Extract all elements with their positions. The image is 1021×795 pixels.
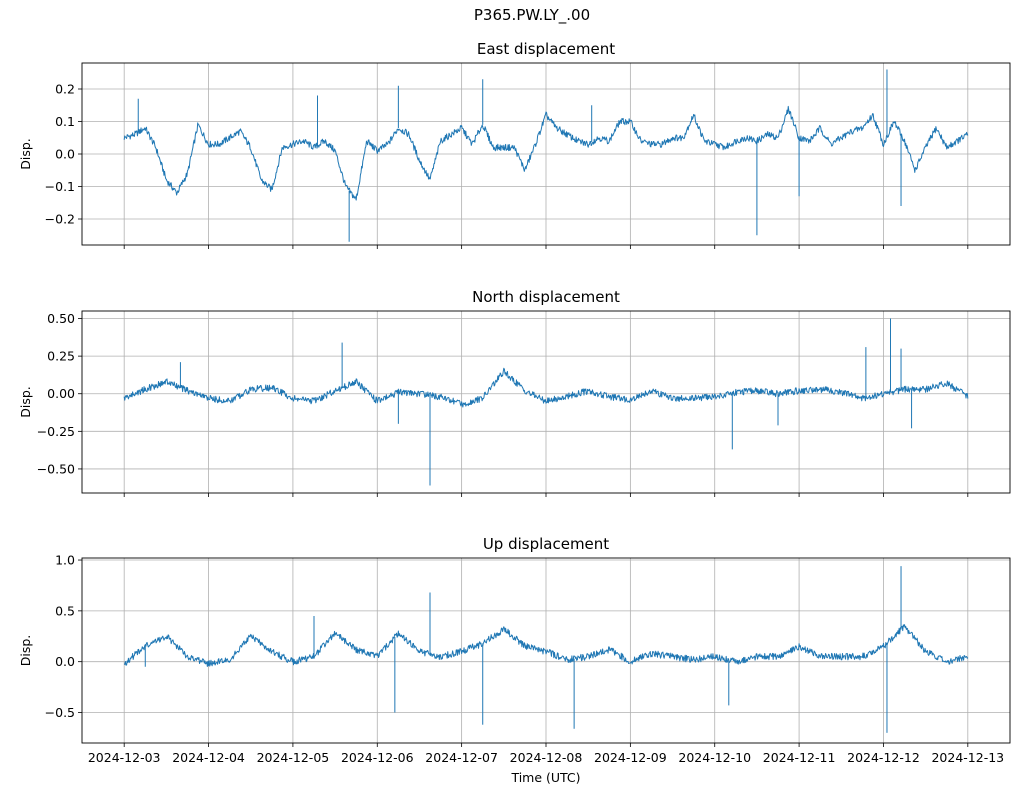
x-tick-label: 2024-12-04 bbox=[172, 750, 245, 765]
panel-up-trace bbox=[124, 624, 969, 667]
panel-north-frame bbox=[81, 310, 1011, 494]
panel-north-ytick-label: −0.50 bbox=[37, 461, 75, 476]
panel-north-ytick-label: 0.00 bbox=[47, 386, 75, 401]
panel-north-title: North displacement bbox=[472, 288, 620, 306]
panel-east-ytick-label: 0.0 bbox=[55, 147, 75, 162]
panel-up-frame bbox=[81, 557, 1011, 744]
x-tick-label: 2024-12-10 bbox=[678, 750, 751, 765]
panel-up-ytick-label: −0.5 bbox=[45, 705, 75, 720]
panel-up-ylabel: Disp. bbox=[18, 635, 33, 667]
x-tick-label: 2024-12-13 bbox=[931, 750, 1004, 765]
x-tick-label: 2024-12-11 bbox=[763, 750, 836, 765]
x-tick-label: 2024-12-05 bbox=[257, 750, 330, 765]
panel-north-ytick-label: 0.50 bbox=[47, 311, 75, 326]
panel-north-ylabel: Disp. bbox=[18, 386, 33, 418]
x-axis-label: Time (UTC) bbox=[510, 770, 580, 785]
x-tick-label: 2024-12-06 bbox=[341, 750, 414, 765]
panel-up-title: Up displacement bbox=[483, 535, 609, 553]
panel-east-ytick-label: 0.2 bbox=[55, 82, 75, 97]
panel-east-ytick-label: −0.1 bbox=[45, 179, 75, 194]
panel-east-ylabel: Disp. bbox=[18, 138, 33, 170]
x-tick-label: 2024-12-08 bbox=[510, 750, 583, 765]
panel-east-ytick-label: −0.2 bbox=[45, 212, 75, 227]
panel-north-trace bbox=[123, 367, 969, 408]
panel-east-ytick-label: 0.1 bbox=[55, 114, 75, 129]
figure-title: P365.PW.LY_.00 bbox=[473, 6, 591, 24]
panel-up-ytick-label: 0.5 bbox=[55, 603, 75, 618]
x-tick-label: 2024-12-12 bbox=[847, 750, 920, 765]
panel-up-ytick-label: 1.0 bbox=[55, 553, 75, 568]
panel-east-frame bbox=[81, 62, 1011, 246]
panel-east-trace bbox=[123, 105, 969, 201]
panel-up-ytick-label: 0.0 bbox=[55, 654, 75, 669]
panel-east-title: East displacement bbox=[477, 40, 615, 58]
panel-north-ytick-label: 0.25 bbox=[47, 349, 75, 364]
x-tick-label: 2024-12-09 bbox=[594, 750, 667, 765]
x-tick-label: 2024-12-07 bbox=[425, 750, 498, 765]
panel-north-ytick-label: −0.25 bbox=[37, 424, 75, 439]
x-tick-label: 2024-12-03 bbox=[88, 750, 161, 765]
